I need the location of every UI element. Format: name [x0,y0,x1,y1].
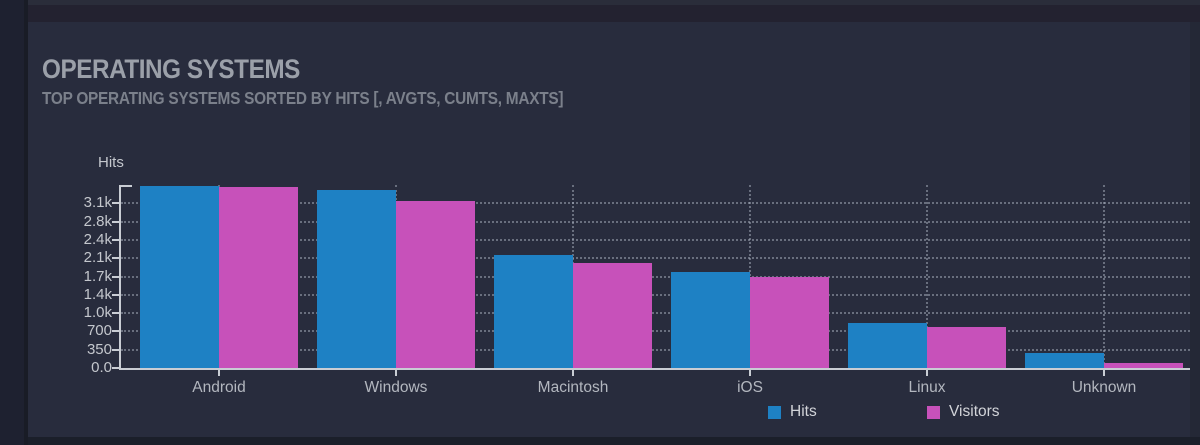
y-gridline [121,312,1190,315]
y-gridline [121,348,1190,351]
chart-title: OPERATING SYSTEMS [42,54,300,84]
y-axis-tick [112,293,119,296]
y-gridline [121,275,1190,278]
x-axis-tick [926,370,928,376]
x-axis-tick [395,370,397,376]
legend-item-visitors[interactable]: Visitors [927,403,1000,421]
y-axis-tick [112,238,119,241]
legend-item-hits[interactable]: Hits [768,403,817,421]
y-axis-tick [112,367,119,369]
bar-hits-ios[interactable] [671,271,750,368]
y-axis-tick [112,330,119,333]
x-gridline [749,185,751,368]
x-tick-label-ios: iOS [737,379,763,396]
bar-hits-macintosh[interactable] [494,255,573,368]
y-tick-label: 3.1k [83,194,112,212]
y-axis-line [119,185,121,370]
x-tick-label-android: Android [192,379,246,396]
legend-swatch-hits [768,405,781,419]
operating-systems-chart-card: OPERATING SYSTEMS TOP OPERATING SYSTEMS … [28,22,1190,437]
y-tick-label: 1.4k [83,285,112,303]
bar-hits-unknown[interactable] [1025,352,1104,368]
bar-hits-android[interactable] [140,186,219,368]
x-axis-tick [749,370,751,376]
sidebar-divider [24,0,28,445]
bar-visitors-ios[interactable] [750,277,829,368]
x-axis-tick [218,370,220,376]
plot-area: 0.0 350 700 1.0k 1.4k 1.7k 2.1k 2.4k 2.8k 3.1k And… [84,185,1190,396]
bar-visitors-windows[interactable] [396,201,475,368]
top-navigation-bar [28,0,1200,22]
y-axis-tick [112,220,119,223]
x-gridline [926,185,928,368]
bar-visitors-android[interactable] [219,186,298,368]
y-tick-label: 1.7k [83,267,112,285]
y-tick-label: 700 [86,322,112,340]
x-tick-label-linux: Linux [908,379,946,396]
y-axis-top-cap [119,185,132,187]
y-tick-label: 350 [86,340,112,358]
x-tick-label-unknown: Unknown [1071,379,1137,396]
y-tick-label: 2.1k [83,249,112,267]
y-tick-label: 2.8k [83,212,112,230]
y-gridline [121,220,1190,223]
chart-subtitle: TOP OPERATING SYSTEMS SORTED BY HITS [, … [42,88,564,108]
right-gutter [1190,22,1200,437]
bottom-strip [28,437,1200,445]
y-axis-tick [112,348,119,351]
y-gridline [121,293,1190,296]
y-gridline [121,238,1190,241]
x-tick-label-windows: Windows [364,379,428,396]
y-gridline [121,257,1190,260]
x-axis-tick [572,370,574,376]
y-tick-label: 0.0 [91,359,112,376]
y-tick-label: 1.0k [83,304,112,322]
legend-label-visitors: Visitors [949,403,1000,420]
chart-legend: Hits Visitors [28,403,1190,425]
x-axis-tick [1103,370,1105,376]
bar-visitors-linux[interactable] [927,327,1006,368]
y-gridline [121,202,1190,205]
y-gridline [121,330,1190,333]
y-tick-label: 2.4k [83,230,112,248]
y-axis-tick [112,312,119,315]
y-axis-tick [112,275,119,278]
y-axis-title: Hits [98,154,124,171]
legend-label-hits: Hits [790,403,817,420]
x-axis-line [119,368,1190,370]
bar-hits-linux[interactable] [848,323,927,368]
x-tick-label-macintosh: Macintosh [537,379,609,396]
bar-visitors-unknown[interactable] [1104,363,1183,368]
x-gridline [1103,185,1105,368]
left-sidebar-edge [0,0,24,445]
legend-swatch-visitors [927,405,940,419]
y-axis-tick [112,257,119,260]
y-axis-tick [112,202,119,205]
bar-visitors-macintosh[interactable] [573,262,652,368]
bar-hits-windows[interactable] [317,190,396,368]
